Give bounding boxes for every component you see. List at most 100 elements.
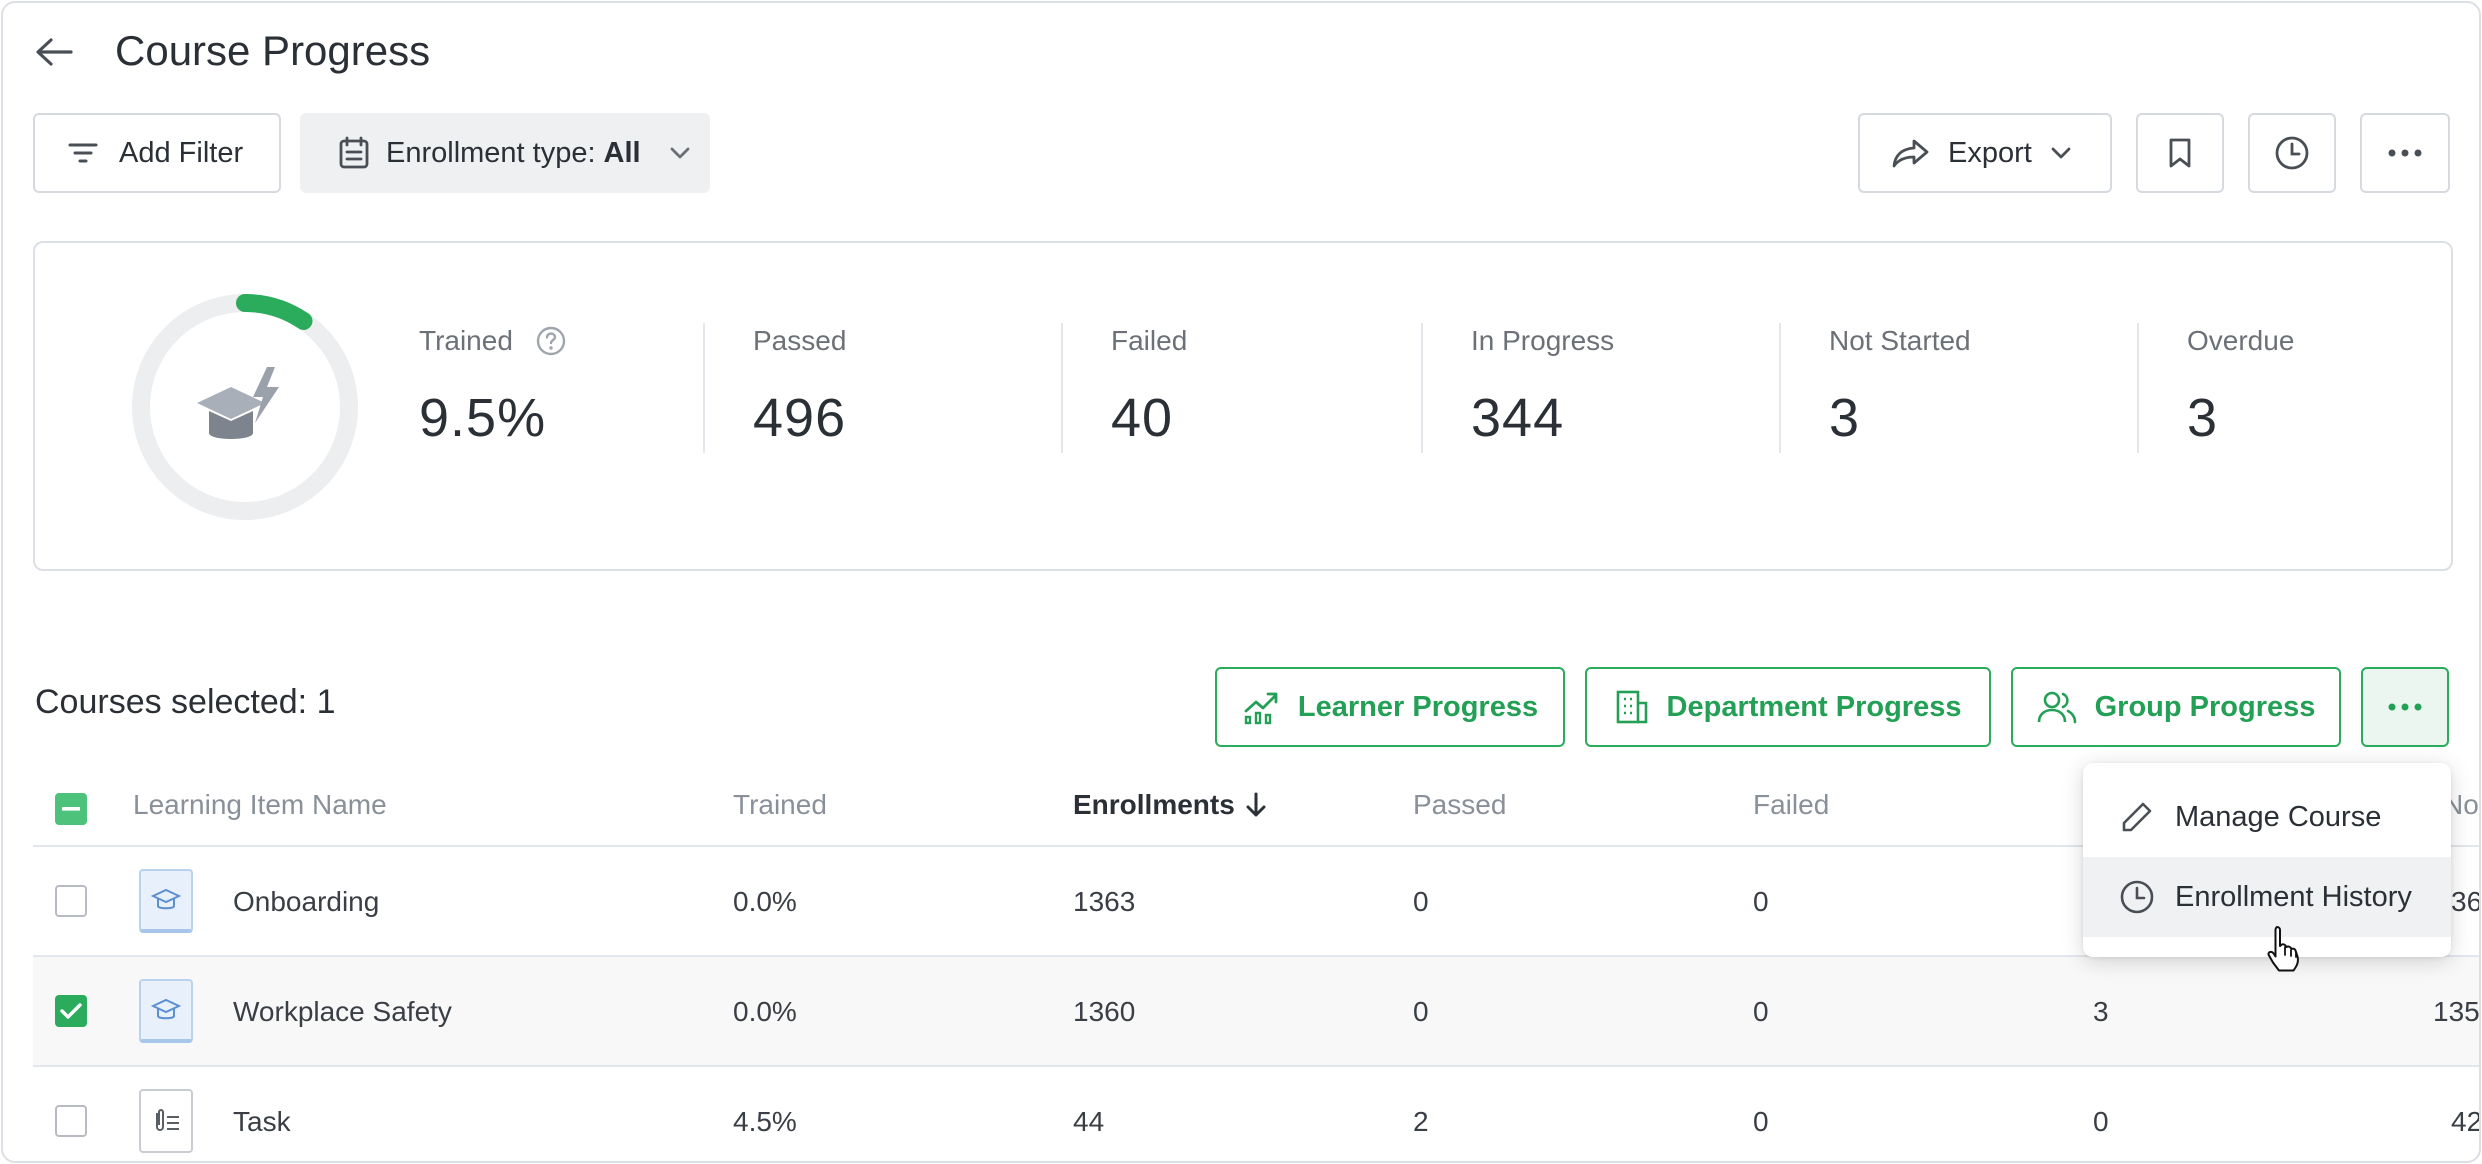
stat-label: Trained	[419, 325, 513, 356]
learner-progress-button[interactable]: Learner Progress	[1215, 667, 1565, 747]
table-row[interactable]: Onboarding 0.0% 1363 0 0 36	[33, 847, 2481, 957]
column-header-trained[interactable]: Trained	[733, 789, 827, 820]
graduation-cap-icon	[151, 888, 181, 910]
trained-cell: 0.0%	[733, 886, 797, 917]
item-name[interactable]: Workplace Safety	[233, 996, 452, 1027]
stat-divider	[1421, 323, 1423, 453]
help-circle-icon[interactable]	[535, 325, 567, 357]
col6-cell: 0	[2093, 1106, 2109, 1137]
stat-divider	[703, 323, 705, 453]
item-name[interactable]: Onboarding	[233, 886, 380, 917]
enrollments-cell: 1360	[1073, 996, 1136, 1027]
history-button[interactable]	[2248, 113, 2336, 193]
row-checkbox-checked[interactable]	[55, 995, 87, 1027]
enrollments-cell: 1363	[1073, 886, 1136, 917]
task-clip-icon	[156, 1109, 179, 1131]
learner-progress-label: Learner Progress	[1297, 690, 1539, 723]
export-button[interactable]: Export	[1858, 113, 2112, 193]
clock-icon	[2120, 880, 2154, 914]
stat-divider	[1061, 323, 1063, 453]
passed-cell: 2	[1413, 1106, 1429, 1137]
table-row[interactable]: Task 4.5% 44 2 0 0 42	[33, 1067, 2481, 1161]
more-horizontal-icon	[2388, 149, 2422, 157]
users-icon	[2037, 691, 2076, 724]
not-started-cell: 42	[2451, 1106, 2481, 1137]
clock-icon	[2275, 136, 2309, 170]
course-thumbnail	[139, 869, 193, 933]
page-title: Course Progress	[115, 27, 431, 74]
stat-not-started: Not Started 3	[1829, 323, 1971, 449]
stat-value: 3	[2187, 388, 2219, 448]
enrollment-type-dropdown[interactable]: Enrollment type: All	[300, 113, 710, 193]
table-header: Learning Item Name Trained Enrollments P…	[33, 779, 2479, 847]
courses-selected-count: Courses selected: 1	[35, 683, 336, 721]
more-actions-menu: Manage Course Enrollment History	[2083, 763, 2451, 957]
stat-label: In Progress	[1471, 325, 1615, 356]
enrollment-type-label: Enrollment type:	[386, 136, 596, 169]
column-header-name[interactable]: Learning Item Name	[133, 789, 387, 820]
pencil-icon	[2122, 802, 2152, 832]
stat-label: Passed	[753, 325, 847, 356]
chart-growth-icon	[1244, 692, 1278, 725]
stat-label: Not Started	[1829, 325, 1971, 356]
trained-cell: 4.5%	[733, 1106, 797, 1137]
more-options-button[interactable]	[2360, 113, 2450, 193]
stat-value: 344	[1471, 388, 1565, 448]
group-progress-label: Group Progress	[2094, 690, 2316, 723]
share-arrow-icon	[1892, 139, 1929, 168]
stat-in-progress: In Progress 344	[1471, 323, 1614, 449]
department-progress-label: Department Progress	[1666, 690, 1962, 723]
menu-item-label: Enrollment History	[2175, 880, 2412, 913]
task-thumbnail	[139, 1089, 193, 1153]
bookmark-icon	[2169, 138, 2191, 168]
menu-item-enrollment-history[interactable]: Enrollment History	[2083, 857, 2451, 937]
menu-item-label: Manage Course	[2175, 800, 2382, 833]
stats-card: Trained 9.5% Passed 496 Failed 40 In Pro…	[33, 241, 2453, 571]
add-filter-label: Add Filter	[119, 136, 244, 169]
stat-divider	[2137, 323, 2139, 453]
row-checkbox[interactable]	[55, 1105, 87, 1137]
passed-cell: 0	[1413, 886, 1429, 917]
column-header-passed[interactable]: Passed	[1413, 789, 1507, 820]
trained-donut-chart	[129, 291, 361, 523]
group-progress-button[interactable]: Group Progress	[2011, 667, 2341, 747]
hand-pointer-cursor-icon	[2265, 923, 2305, 978]
stat-value: 496	[753, 388, 847, 448]
stat-value: 9.5%	[419, 388, 547, 448]
column-header-enrollments[interactable]: Enrollments	[1073, 789, 1267, 821]
failed-cell: 0	[1753, 1106, 1769, 1137]
bookmark-button[interactable]	[2136, 113, 2224, 193]
stat-value: 3	[1829, 388, 1861, 448]
failed-cell: 0	[1753, 886, 1769, 917]
stat-divider	[1779, 323, 1781, 453]
more-horizontal-icon	[2388, 703, 2422, 711]
add-filter-button[interactable]: Add Filter	[33, 113, 281, 193]
stat-passed: Passed 496	[753, 323, 846, 449]
check-icon	[60, 1003, 82, 1019]
filter-icon	[68, 143, 98, 163]
graduation-cap-icon	[197, 367, 279, 439]
calendar-icon	[339, 136, 369, 169]
back-arrow-icon[interactable]	[31, 29, 77, 75]
item-name[interactable]: Task	[233, 1106, 291, 1137]
not-started-cell: 36	[2451, 886, 2481, 917]
arrow-down-icon	[1246, 792, 1266, 817]
department-progress-button[interactable]: Department Progress	[1585, 667, 1991, 747]
failed-cell: 0	[1753, 996, 1769, 1027]
column-header-failed[interactable]: Failed	[1753, 789, 1830, 820]
more-actions-button[interactable]	[2361, 667, 2449, 747]
stat-trained: Trained 9.5%	[419, 323, 567, 449]
stat-failed: Failed 40	[1111, 323, 1187, 449]
table-row[interactable]: Workplace Safety 0.0% 1360 0 0 3 135	[33, 957, 2479, 1067]
enrollments-header-label: Enrollments	[1073, 789, 1235, 820]
stat-value: 40	[1111, 388, 1174, 448]
row-checkbox[interactable]	[55, 885, 87, 917]
enrollment-type-value: All	[603, 136, 641, 169]
select-all-checkbox[interactable]	[55, 793, 87, 825]
trained-cell: 0.0%	[733, 996, 797, 1027]
chevron-down-icon	[670, 147, 690, 159]
graduation-cap-icon	[151, 998, 181, 1020]
enrollments-cell: 44	[1073, 1106, 1105, 1137]
menu-item-manage-course[interactable]: Manage Course	[2083, 777, 2451, 857]
